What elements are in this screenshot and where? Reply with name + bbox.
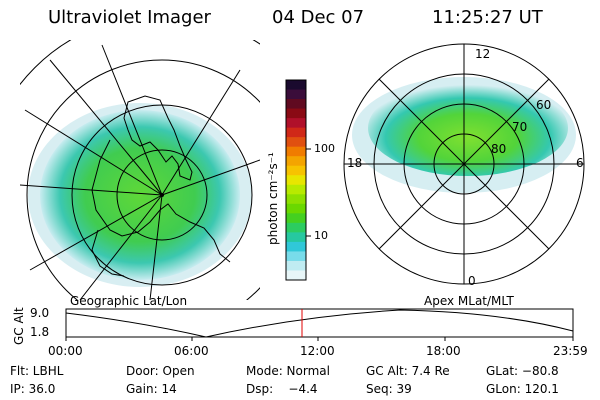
colorbar-band xyxy=(286,194,306,205)
coastline-bay xyxy=(91,229,125,277)
gc-alt-info: GC Alt: 7.4 Re xyxy=(366,364,450,378)
altitude-xtick: 00:00 xyxy=(48,344,83,358)
colorbar-band xyxy=(286,137,306,148)
time-label: 11:25:27 UT xyxy=(432,7,543,28)
door-info: Door: Open xyxy=(126,364,195,378)
mlat-label-70: 70 xyxy=(512,120,528,134)
altitude-xtick: 23:59 xyxy=(553,344,588,358)
colorbar-band xyxy=(286,260,306,271)
mlat-label-80: 80 xyxy=(491,142,507,156)
glat-info: GLat: −80.8 xyxy=(486,364,559,378)
lat-circle xyxy=(116,149,208,241)
colorbar-band xyxy=(286,184,306,195)
mlt-label-left: 18 xyxy=(347,156,363,170)
colorbar-band xyxy=(286,203,306,214)
altitude-ytick: 1.8 xyxy=(30,325,50,339)
magnetic-map xyxy=(343,43,585,285)
altitude-curve xyxy=(65,309,574,338)
colorbar-frame xyxy=(285,79,307,281)
mlt-label-bottom: 0 xyxy=(468,274,476,288)
altitude-ylabel: GC Alt xyxy=(12,307,26,345)
colorbar-band xyxy=(286,127,306,138)
dsp-info: Dsp: −4.4 xyxy=(246,382,318,396)
mlt-lines xyxy=(344,44,584,284)
altitude-xtick: 18:00 xyxy=(426,344,461,358)
altitude-ytick: 9.0 xyxy=(30,306,50,320)
seq-info: Seq: 39 xyxy=(366,382,412,396)
colorbar-band xyxy=(286,108,306,119)
colorbar-band xyxy=(286,146,306,157)
lat-circle xyxy=(26,59,260,300)
altitude-xtick: 06:00 xyxy=(174,344,209,358)
colorbar-band xyxy=(286,222,306,233)
colorbar-band xyxy=(286,156,306,167)
coastline-greenland xyxy=(123,95,193,181)
colorbar-tick-label: 10 xyxy=(314,229,328,242)
colorbar-band xyxy=(286,165,306,176)
altitude-xtick: 12:00 xyxy=(300,344,335,358)
meridian-lines xyxy=(20,44,260,300)
filter-info: Flt: LBHL xyxy=(10,364,64,378)
glon-info: GLon: 120.1 xyxy=(486,382,559,396)
colorbar-band xyxy=(286,251,306,262)
right-map-label: Apex MLat/MLT xyxy=(424,294,514,308)
colorbar-band xyxy=(286,232,306,243)
colorbar-band xyxy=(286,270,306,281)
colorbar-band xyxy=(286,241,306,252)
colorbar-band xyxy=(286,99,306,110)
mlt-label-top: 12 xyxy=(475,47,491,61)
instrument-title: Ultraviolet Imager xyxy=(48,7,211,28)
colorbar-band xyxy=(286,89,306,100)
altitude-plot-frame xyxy=(65,308,574,338)
coastline-canada xyxy=(91,139,231,263)
aurora-emission xyxy=(368,80,568,176)
geographic-map xyxy=(20,40,260,300)
colorbar-band xyxy=(286,175,306,186)
colorbar-band xyxy=(286,80,306,91)
mode-info: Mode: Normal xyxy=(246,364,330,378)
colorbar-band xyxy=(286,213,306,224)
mlat-label-60: 60 xyxy=(536,98,552,112)
altitude-xticks xyxy=(65,337,574,341)
pole-marker xyxy=(160,193,164,197)
colorbar-tick-label: 100 xyxy=(314,142,335,155)
colorbar-unit-label: photon cm⁻²s⁻¹ xyxy=(266,152,280,245)
colorbar-band xyxy=(286,118,306,129)
gain-info: Gain: 14 xyxy=(126,382,177,396)
date-label: 04 Dec 07 xyxy=(272,7,365,28)
mlt-label-right: 6 xyxy=(576,156,584,170)
aurora-emission xyxy=(40,110,240,280)
ip-info: IP: 36.0 xyxy=(10,382,56,396)
left-map-label: Geographic Lat/Lon xyxy=(70,294,188,308)
colorbar xyxy=(286,80,306,281)
